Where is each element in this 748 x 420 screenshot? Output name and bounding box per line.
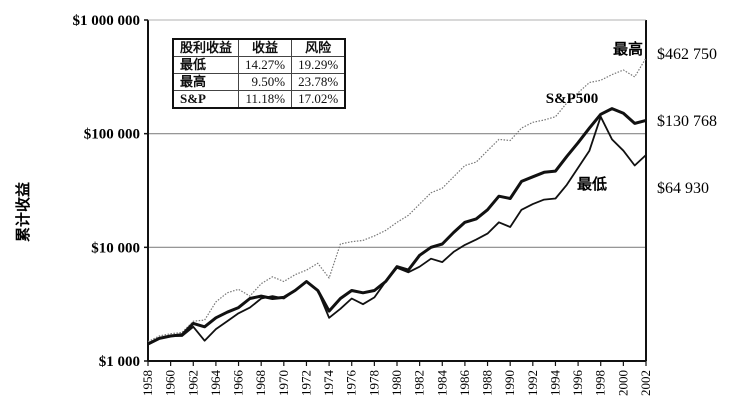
series-label: S&P500 <box>546 91 599 107</box>
table-cell: 11.18% <box>238 90 293 109</box>
end-label-sp500: $130 768 <box>657 113 717 130</box>
x-tick-label: 1980 <box>389 370 404 396</box>
table-header-row: 股利收益 收益 风险 <box>172 38 346 57</box>
table-cell: S&P <box>172 90 240 109</box>
x-tick-label: 1968 <box>253 370 268 396</box>
end-label-min: $64 930 <box>657 180 709 197</box>
x-tick-label: 1992 <box>525 370 540 396</box>
x-tick-label: 1966 <box>231 370 246 397</box>
x-tick-label: 1982 <box>412 370 427 396</box>
x-tick-label: 1960 <box>163 370 178 396</box>
y-tick-label: $10 000 <box>91 240 140 256</box>
x-tick-label: 1994 <box>547 370 562 397</box>
inset-table: 股利收益 收益 风险 最低 14.27% 19.29% 最高 9.50% 23.… <box>172 38 347 109</box>
x-tick-label: 1972 <box>298 370 313 396</box>
x-tick-label: 1988 <box>480 370 495 396</box>
x-tick-label: 2000 <box>615 370 630 396</box>
y-axis-label: 累计收益 <box>14 182 32 242</box>
x-tick-label: 1958 <box>140 370 155 396</box>
series-label: 最低 <box>577 175 607 193</box>
table-cell: 9.50% <box>238 73 293 91</box>
table-header: 股利收益 <box>172 38 240 57</box>
x-tick-label: 1962 <box>185 370 200 396</box>
x-tick-label: 1986 <box>457 370 472 397</box>
table-row: 最高 9.50% 23.78% <box>172 73 346 91</box>
y-tick-label: $1 000 <box>99 354 140 370</box>
table-cell: 19.29% <box>291 56 346 74</box>
x-tick-label: 1974 <box>321 370 336 397</box>
x-tick-label: 1970 <box>276 370 291 396</box>
x-tick-label: 1990 <box>502 370 517 396</box>
table-cell: 23.78% <box>291 73 346 91</box>
series-sp500-line <box>147 107 647 346</box>
table-row: 最低 14.27% 19.29% <box>172 56 346 74</box>
table-cell: 最低 <box>172 56 240 74</box>
table-header: 收益 <box>238 38 293 57</box>
x-tick-label: 1978 <box>366 370 381 396</box>
x-tick-label: 1998 <box>593 370 608 396</box>
y-tick-label: $100 000 <box>84 127 140 143</box>
series-label: 最高 <box>613 40 643 58</box>
table-cell: 14.27% <box>238 56 293 74</box>
series-max-line <box>147 57 647 343</box>
end-label-max: $462 750 <box>657 46 717 63</box>
series-min-line <box>147 115 647 345</box>
y-tick-label: $1 000 000 <box>73 13 141 29</box>
table-row: S&P 11.18% 17.02% <box>172 90 346 109</box>
x-tick-label: 1996 <box>570 370 585 397</box>
x-tick-label: 1964 <box>208 370 223 397</box>
x-tick-label: 1976 <box>344 370 359 397</box>
x-tick-label: 1984 <box>434 370 449 397</box>
table-cell: 最高 <box>172 73 240 91</box>
table-cell: 17.02% <box>291 90 346 109</box>
table-header: 风险 <box>291 38 346 57</box>
x-tick-label: 2002 <box>638 370 653 396</box>
